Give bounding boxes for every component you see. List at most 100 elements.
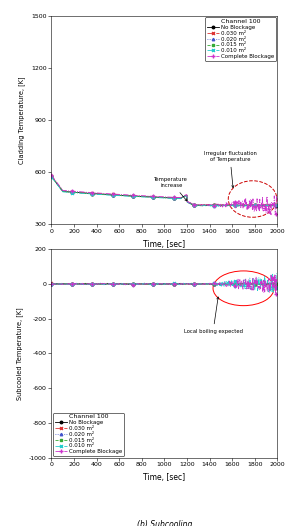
0.020 m² — [158, 281, 161, 287]
0.020 m² — [172, 195, 175, 201]
0.010 m² — [158, 281, 162, 287]
0.020 m² — [225, 203, 229, 209]
0.010 m² — [172, 195, 175, 201]
Text: Irregular fluctuation
of Temperature: Irregular fluctuation of Temperature — [204, 151, 257, 188]
0.015 m² — [158, 195, 162, 201]
0.020 m² — [276, 281, 279, 287]
0.030 m² — [157, 194, 160, 200]
0.010 m² — [235, 278, 239, 285]
0.030 m² — [220, 203, 223, 209]
Complete Blockage — [270, 274, 274, 280]
Text: Local boiling expected: Local boiling expected — [184, 297, 243, 335]
Legend: No Blockage, 0.030 m², 0.020 m², 0.015 m², 0.010 m², Complete Blockage: No Blockage, 0.030 m², 0.020 m², 0.015 m… — [53, 412, 124, 456]
0.015 m² — [50, 174, 53, 180]
Line: 0.030 m²: 0.030 m² — [50, 175, 279, 207]
0.020 m² — [50, 173, 53, 179]
0.030 m² — [184, 192, 188, 198]
Complete Blockage — [235, 279, 239, 285]
No Blockage — [184, 193, 188, 199]
Legend: No Blockage, 0.030 m², 0.020 m², 0.015 m², 0.010 m², Complete Blockage: No Blockage, 0.030 m², 0.020 m², 0.015 m… — [205, 17, 276, 61]
0.030 m² — [271, 202, 274, 208]
Complete Blockage — [157, 194, 160, 200]
No Blockage — [271, 281, 275, 287]
0.020 m² — [271, 280, 274, 287]
Complete Blockage — [235, 200, 239, 207]
0.030 m² — [50, 173, 53, 179]
Complete Blockage — [276, 270, 279, 276]
Line: 0.015 m²: 0.015 m² — [50, 175, 279, 207]
0.020 m² — [271, 202, 274, 208]
0.010 m² — [158, 195, 162, 201]
X-axis label: Time, [sec]: Time, [sec] — [143, 240, 186, 249]
Line: No Blockage: No Blockage — [50, 175, 279, 207]
Complete Blockage — [50, 172, 53, 178]
0.015 m² — [271, 202, 274, 208]
0.020 m² — [159, 281, 162, 287]
Complete Blockage — [184, 281, 188, 287]
No Blockage — [172, 281, 175, 287]
0.010 m² — [235, 203, 239, 209]
0.010 m² — [271, 203, 274, 209]
Complete Blockage — [158, 194, 162, 200]
Line: Complete Blockage: Complete Blockage — [50, 174, 279, 217]
0.020 m² — [172, 281, 176, 287]
0.020 m² — [157, 194, 160, 200]
0.030 m² — [235, 281, 239, 287]
No Blockage — [50, 173, 53, 179]
Complete Blockage — [184, 191, 188, 198]
0.015 m² — [50, 281, 53, 287]
0.020 m² — [235, 202, 239, 208]
Y-axis label: Cladding Temperature, [K]: Cladding Temperature, [K] — [19, 76, 25, 164]
0.020 m² — [50, 281, 53, 287]
No Blockage — [158, 281, 162, 288]
X-axis label: Time, [sec]: Time, [sec] — [143, 473, 186, 482]
0.015 m² — [271, 281, 275, 287]
No Blockage — [190, 280, 194, 286]
0.020 m² — [185, 280, 188, 287]
0.030 m² — [239, 282, 242, 288]
0.010 m² — [184, 193, 188, 199]
Complete Blockage — [270, 201, 274, 208]
No Blockage — [236, 281, 240, 288]
0.015 m² — [158, 281, 161, 288]
0.010 m² — [217, 203, 220, 209]
No Blockage — [235, 202, 239, 208]
0.010 m² — [276, 203, 279, 209]
No Blockage — [50, 280, 53, 287]
No Blockage — [254, 203, 257, 209]
Y-axis label: Subcooled Temperature, [K]: Subcooled Temperature, [K] — [17, 307, 23, 400]
Line: 0.020 m²: 0.020 m² — [50, 282, 279, 286]
No Blockage — [276, 202, 279, 208]
0.030 m² — [172, 195, 175, 201]
0.015 m² — [220, 281, 223, 288]
Line: 0.020 m²: 0.020 m² — [50, 175, 279, 207]
Text: (b) Subcooling: (b) Subcooling — [137, 520, 192, 526]
Line: No Blockage: No Blockage — [50, 282, 279, 286]
Complete Blockage — [50, 281, 53, 287]
0.015 m² — [223, 203, 226, 209]
0.020 m² — [158, 194, 162, 200]
Text: (a) Channel temperature: (a) Channel temperature — [117, 287, 212, 296]
0.010 m² — [275, 270, 279, 277]
0.010 m² — [272, 290, 275, 296]
No Blockage — [157, 281, 160, 287]
0.010 m² — [50, 280, 53, 287]
No Blockage — [271, 202, 274, 208]
Complete Blockage — [172, 281, 175, 288]
Line: 0.030 m²: 0.030 m² — [50, 282, 279, 286]
0.010 m² — [172, 280, 175, 287]
No Blockage — [184, 281, 188, 287]
0.030 m² — [158, 194, 162, 200]
0.030 m² — [184, 280, 188, 287]
0.030 m² — [235, 202, 239, 208]
0.020 m² — [235, 280, 239, 287]
0.010 m² — [157, 281, 160, 287]
0.020 m² — [72, 281, 75, 288]
Complete Blockage — [172, 194, 175, 200]
0.015 m² — [143, 280, 146, 286]
Line: 0.010 m²: 0.010 m² — [50, 272, 279, 295]
Complete Blockage — [276, 212, 279, 218]
0.015 m² — [172, 281, 176, 288]
0.020 m² — [274, 280, 278, 286]
Complete Blockage — [274, 291, 277, 297]
